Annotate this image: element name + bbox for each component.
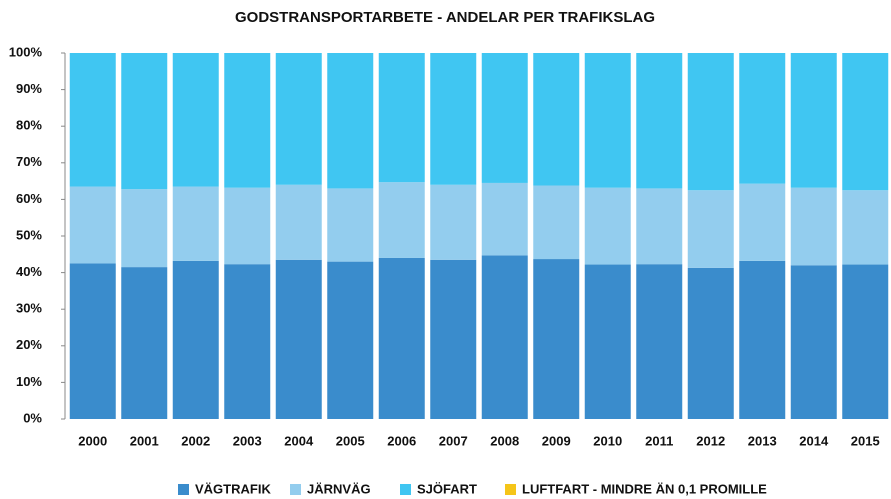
bar-segment [69, 53, 116, 187]
y-tick-label: 90% [16, 81, 42, 96]
y-tick-label: 40% [16, 264, 42, 279]
legend-swatch [400, 484, 411, 495]
bar-segment [533, 185, 580, 260]
y-tick-label: 30% [16, 301, 42, 316]
x-tick-label: 2012 [696, 433, 725, 448]
bar-segment [121, 189, 168, 268]
legend-swatch [505, 484, 516, 495]
bar-segment [687, 190, 734, 268]
x-tick-label: 2010 [593, 433, 622, 448]
bar-segment [378, 182, 425, 258]
legend-label: SJÖFART [417, 481, 477, 496]
x-tick-label: 2009 [542, 433, 571, 448]
bar-segment [275, 259, 322, 419]
bar-segment [327, 188, 374, 262]
bar-segment [172, 186, 219, 261]
bar-segment [481, 182, 528, 256]
x-tick-label: 2001 [130, 433, 159, 448]
legend-label: VÄGTRAFIK [195, 481, 271, 496]
bar-segment [275, 184, 322, 260]
bar-segment [584, 264, 631, 419]
y-tick-label: 70% [16, 154, 42, 169]
bar-segment [224, 187, 271, 265]
bar-segment [584, 53, 631, 188]
bar-segment [790, 265, 837, 419]
legend-swatch [290, 484, 301, 495]
bar-segment [430, 53, 477, 185]
bar-segment [224, 264, 271, 419]
y-tick-label: 0% [23, 410, 42, 425]
x-tick-label: 2002 [181, 433, 210, 448]
bar-segment [172, 260, 219, 419]
chart-title: GODSTRANSPORTARBETE - ANDELAR PER TRAFIK… [235, 9, 655, 26]
bar-segment [790, 187, 837, 266]
bar-segment [739, 53, 786, 184]
y-tick-label: 10% [16, 374, 42, 389]
bar-segment [378, 53, 425, 183]
x-tick-label: 2015 [851, 433, 880, 448]
bar-segment [69, 186, 116, 264]
x-tick-label: 2000 [78, 433, 107, 448]
bar-segment [687, 53, 734, 191]
bar-segment [533, 259, 580, 419]
bar-segment [842, 264, 889, 419]
bar-segment [327, 261, 374, 419]
bar-segment [327, 53, 374, 189]
bar-segment [430, 259, 477, 419]
bar-segment [687, 267, 734, 419]
y-tick-label: 100% [9, 44, 43, 59]
x-tick-label: 2013 [748, 433, 777, 448]
bar-segment [224, 53, 271, 188]
y-tick-label: 50% [16, 227, 42, 242]
y-tick-label: 80% [16, 118, 42, 133]
x-tick-label: 2008 [490, 433, 519, 448]
bar-segment [790, 53, 837, 188]
bar-segment [584, 187, 631, 265]
x-tick-label: 2003 [233, 433, 262, 448]
bar-segment [636, 264, 683, 419]
y-tick-label: 60% [16, 191, 42, 206]
bar-segment [636, 53, 683, 189]
bar-segment [69, 263, 116, 419]
x-tick-label: 2005 [336, 433, 365, 448]
bar-segment [481, 255, 528, 419]
bar-segment [430, 184, 477, 260]
bar-segment [121, 53, 168, 190]
bar-segment [739, 183, 786, 261]
bar-segment [172, 53, 219, 187]
bar-segment [636, 188, 683, 265]
x-tick-label: 2006 [387, 433, 416, 448]
bar-segment [842, 53, 889, 191]
bar-segment [842, 190, 889, 265]
legend-swatch [178, 484, 189, 495]
y-tick-label: 20% [16, 337, 42, 352]
bar-segment [533, 53, 580, 186]
legend-label: LUFTFART - MINDRE ÄN 0,1 PROMILLE [522, 481, 767, 496]
x-tick-label: 2014 [799, 433, 829, 448]
bar-segment [378, 257, 425, 419]
legend-label: JÄRNVÄG [307, 481, 371, 496]
x-tick-label: 2011 [645, 433, 673, 448]
bar-segment [481, 53, 528, 183]
bar-segment [121, 267, 168, 419]
bar-segment [275, 53, 322, 185]
x-tick-label: 2007 [439, 433, 468, 448]
x-tick-label: 2004 [284, 433, 314, 448]
bar-segment [739, 260, 786, 419]
